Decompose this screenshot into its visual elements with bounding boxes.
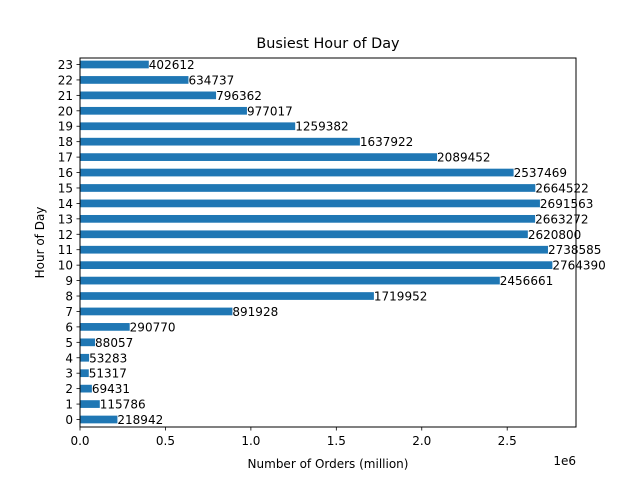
- bar-hour-5: [80, 338, 96, 347]
- x-axis-offset-label: 1e6: [553, 454, 576, 468]
- data-label-hour-19: 1259382: [295, 120, 348, 134]
- data-label-hour-4: 53283: [89, 351, 127, 365]
- y-tick-label-9: 9: [65, 274, 73, 288]
- y-tick-label-4: 4: [65, 351, 73, 365]
- data-label-hour-22: 634737: [188, 73, 234, 87]
- data-label-hour-3: 51317: [89, 367, 127, 381]
- x-tick-label-3: 1.5: [327, 434, 346, 448]
- data-label-hour-12: 2620800: [528, 228, 581, 242]
- bar-hour-18: [80, 137, 360, 146]
- data-label-hour-14: 2691563: [540, 197, 593, 211]
- bar-hour-9: [80, 276, 500, 285]
- data-label-hour-17: 2089452: [437, 151, 490, 165]
- y-tick-label-3: 3: [65, 367, 73, 381]
- bar-hour-17: [80, 153, 438, 161]
- y-tick-label-8: 8: [65, 290, 73, 304]
- bars-group: [80, 60, 553, 424]
- y-tick-label-22: 22: [58, 73, 73, 87]
- y-tick-label-11: 11: [58, 243, 73, 257]
- data-label-hour-11: 2738585: [548, 243, 601, 257]
- x-axis-label: Number of Orders (million): [248, 457, 409, 471]
- x-tick-label-4: 2.0: [412, 434, 431, 448]
- data-label-hour-23: 402612: [149, 58, 195, 72]
- bar-hour-12: [80, 230, 528, 239]
- bar-hour-3: [80, 369, 89, 378]
- data-label-hour-9: 2456661: [500, 274, 553, 288]
- y-tick-label-10: 10: [58, 259, 73, 273]
- bar-hour-13: [80, 214, 536, 223]
- y-tick-label-7: 7: [65, 305, 73, 319]
- x-axis: 0.0 0.5 1.0 1.5 2.0 2.5: [70, 427, 517, 448]
- y-tick-label-20: 20: [58, 104, 73, 118]
- y-tick-label-6: 6: [65, 320, 73, 334]
- y-tick-label-23: 23: [58, 58, 73, 72]
- data-label-hour-6: 290770: [130, 320, 176, 334]
- x-tick-label-2: 1.0: [241, 434, 260, 448]
- data-label-hour-13: 2663272: [535, 212, 588, 226]
- y-tick-label-1: 1: [65, 398, 73, 412]
- chart-title: Busiest Hour of Day: [256, 36, 400, 52]
- data-label-hour-16: 2537469: [514, 166, 567, 180]
- bar-hour-16: [80, 168, 514, 177]
- data-label-hour-7: 891928: [232, 305, 278, 319]
- y-tick-label-5: 5: [65, 336, 73, 350]
- y-tick-label-16: 16: [58, 166, 73, 180]
- data-label-hour-15: 2664522: [535, 181, 588, 195]
- bar-hour-0: [80, 415, 118, 424]
- y-tick-label-15: 15: [58, 181, 73, 195]
- plot-area-frame: [79, 57, 577, 428]
- y-tick-label-0: 0: [65, 413, 73, 427]
- data-label-hour-2: 69431: [92, 382, 130, 396]
- y-tick-label-2: 2: [65, 382, 73, 396]
- y-tick-label-12: 12: [58, 228, 73, 242]
- bar-hour-8: [80, 292, 374, 300]
- y-tick-label-18: 18: [58, 135, 73, 149]
- data-label-hour-0: 218942: [117, 413, 163, 427]
- y-tick-label-13: 13: [58, 212, 73, 226]
- bar-hour-19: [80, 122, 296, 131]
- bar-hour-4: [80, 353, 90, 362]
- data-label-hour-8: 1719952: [374, 290, 427, 304]
- data-label-hour-18: 1637922: [360, 135, 413, 149]
- data-label-hour-20: 977017: [247, 104, 293, 118]
- bar-hour-11: [80, 245, 548, 254]
- y-tick-label-19: 19: [58, 120, 73, 134]
- data-label-hour-10: 2764390: [552, 259, 605, 273]
- data-label-hour-21: 796362: [216, 89, 262, 103]
- x-tick-label-5: 2.5: [498, 434, 517, 448]
- bar-hour-6: [80, 323, 130, 331]
- bar-hour-20: [80, 106, 247, 115]
- y-tick-label-21: 21: [58, 89, 73, 103]
- x-tick-label-0: 0.0: [70, 434, 89, 448]
- bar-hour-22: [80, 76, 189, 84]
- x-tick-label-1: 0.5: [156, 434, 175, 448]
- data-label-hour-1: 115786: [100, 398, 146, 412]
- y-axis-label: Hour of Day: [33, 207, 47, 279]
- y-tick-label-14: 14: [58, 197, 73, 211]
- bar-hour-1: [80, 400, 100, 408]
- bar-hour-10: [80, 261, 553, 270]
- bar-hour-2: [80, 384, 92, 393]
- bar-hour-15: [80, 184, 536, 192]
- bar-hour-23: [80, 60, 149, 69]
- data-label-hour-5: 88057: [95, 336, 133, 350]
- bar-hour-7: [80, 307, 233, 316]
- y-tick-label-17: 17: [58, 151, 73, 165]
- bar-hour-21: [80, 91, 217, 100]
- bar-hour-14: [80, 199, 540, 208]
